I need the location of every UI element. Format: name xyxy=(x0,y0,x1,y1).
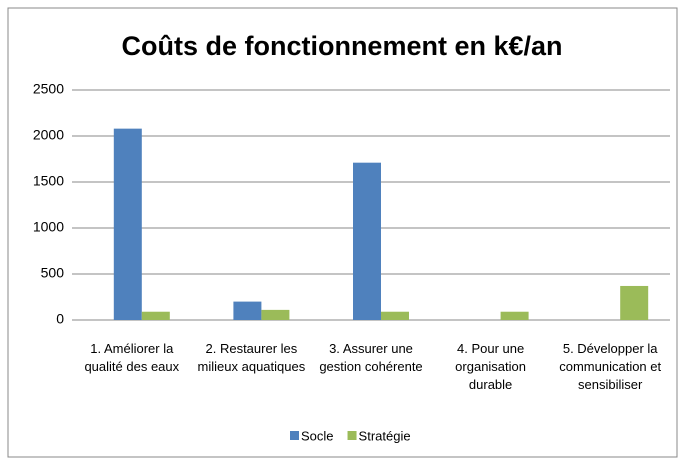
y-tick-label: 1000 xyxy=(33,219,64,235)
y-tick-label: 500 xyxy=(41,265,65,281)
bar xyxy=(141,311,170,320)
bar xyxy=(620,285,649,320)
y-tick-label: 0 xyxy=(56,311,64,327)
legend-label: Socle xyxy=(301,428,334,443)
x-tick-label: 3. Assurer une gestion cohérente xyxy=(319,341,423,374)
bar xyxy=(261,309,290,320)
x-tick-label: 4. Pour une organisation durable xyxy=(455,341,526,392)
x-tick-label: 5. Développer la communication et sensib… xyxy=(559,341,662,392)
bar xyxy=(500,311,529,320)
y-tick-label: 2000 xyxy=(33,127,64,143)
x-tick-label: 2. Restaurer les milieux aquatiques xyxy=(197,341,306,374)
bar xyxy=(233,301,262,320)
bar xyxy=(381,311,409,320)
bar xyxy=(353,162,381,320)
legend-swatch xyxy=(347,431,357,440)
chart-title: Coûts de fonctionnement en k€/an xyxy=(121,31,562,61)
bar xyxy=(113,128,142,320)
x-tick-label: 1. Améliorer la qualité des eaux xyxy=(84,341,180,374)
y-tick-label: 2500 xyxy=(33,81,64,97)
y-tick-label: 1500 xyxy=(33,173,64,189)
legend-swatch xyxy=(290,431,299,440)
legend-label: Stratégie xyxy=(359,428,411,443)
